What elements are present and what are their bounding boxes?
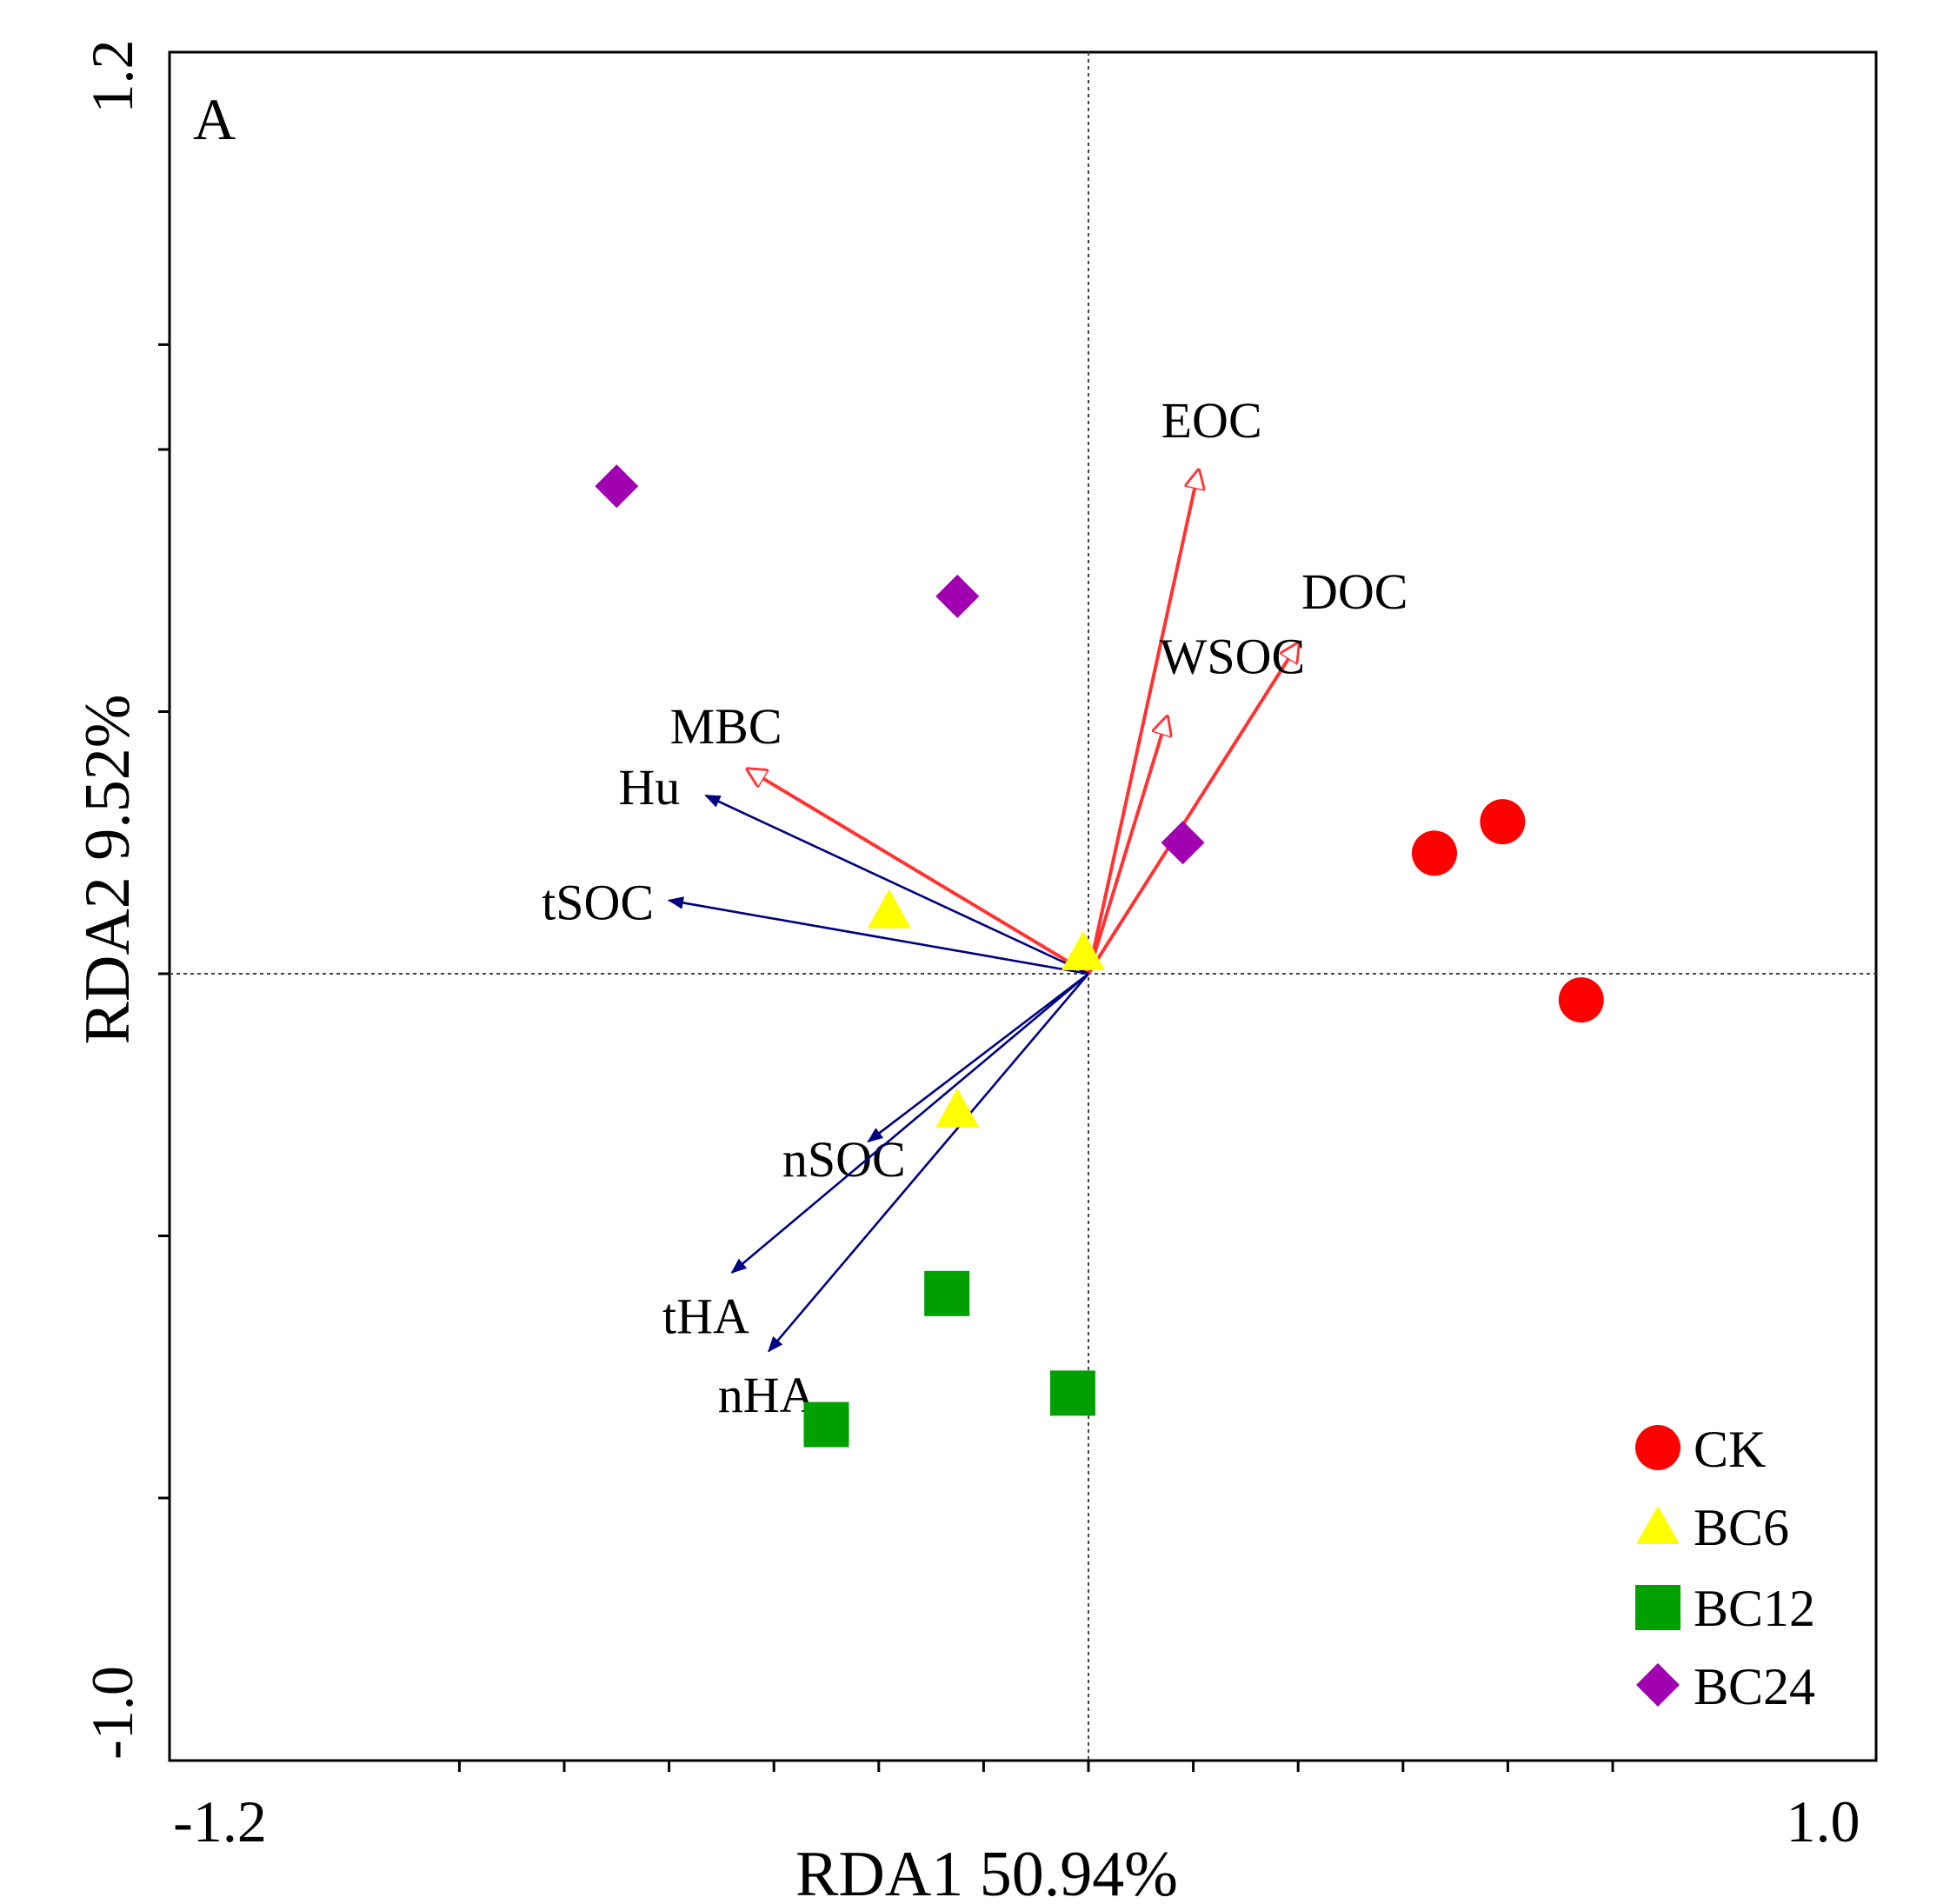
vector-label-wsoc: WSOC bbox=[1160, 629, 1306, 685]
vector-label-tsoc: tSOC bbox=[542, 875, 654, 931]
point-ck-1 bbox=[1480, 799, 1526, 845]
vector-hu bbox=[704, 794, 1089, 975]
vector-label-doc: DOC bbox=[1301, 563, 1408, 620]
x-axis-title: RDA1 50.94% bbox=[795, 1839, 1178, 1904]
point-bc6-2 bbox=[935, 1088, 980, 1128]
vector-doc bbox=[1087, 643, 1298, 975]
legend-bc12-label: BC12 bbox=[1694, 1580, 1815, 1637]
point-bc24-1 bbox=[935, 574, 980, 618]
vector-label-tha: tHA bbox=[662, 1288, 749, 1345]
point-bc24-2 bbox=[1161, 821, 1205, 865]
x-axis-ticks bbox=[457, 1761, 1614, 1772]
legend: CK BC6 BC12 BC24 bbox=[1635, 1421, 1815, 1715]
point-bc12-2 bbox=[803, 1401, 849, 1448]
point-bc24-0 bbox=[595, 464, 639, 509]
sample-points bbox=[595, 464, 1604, 1448]
legend-bc24-marker bbox=[1636, 1663, 1680, 1707]
point-bc6-0 bbox=[867, 889, 911, 929]
vector-wsoc bbox=[1087, 717, 1167, 975]
y-axis-title: RDA2 9.52% bbox=[72, 695, 143, 1045]
panel-label: A bbox=[193, 86, 236, 152]
point-bc12-0 bbox=[924, 1270, 970, 1316]
y-tick-label-min: -1.0 bbox=[79, 1666, 145, 1760]
y-tick-label-max: 1.2 bbox=[79, 40, 145, 114]
x-tick-label-max: 1.0 bbox=[1787, 1788, 1860, 1854]
vector-label-nha: nHA bbox=[718, 1367, 816, 1423]
vector-label-mbc: MBC bbox=[670, 698, 782, 755]
legend-bc24-label: BC24 bbox=[1694, 1658, 1815, 1715]
point-bc12-1 bbox=[1049, 1370, 1095, 1416]
legend-ck-label: CK bbox=[1694, 1421, 1766, 1478]
legend-bc12-marker bbox=[1635, 1585, 1680, 1630]
point-ck-2 bbox=[1558, 977, 1604, 1023]
legend-bc6-marker bbox=[1636, 1506, 1680, 1544]
vector-mbc bbox=[748, 769, 1090, 975]
point-bc6-1 bbox=[1061, 930, 1105, 970]
x-tick-label-min: -1.2 bbox=[173, 1788, 267, 1854]
vector-label-eoc: EOC bbox=[1161, 392, 1262, 449]
legend-bc6-label: BC6 bbox=[1694, 1499, 1789, 1556]
plot-frame bbox=[168, 50, 1878, 1762]
vector-nsoc bbox=[867, 972, 1089, 1143]
vector-tha bbox=[730, 973, 1089, 1274]
vector-nha bbox=[767, 973, 1089, 1353]
point-ck-0 bbox=[1411, 830, 1457, 876]
vector-eoc bbox=[1087, 470, 1199, 975]
vector-label-hu: Hu bbox=[618, 759, 680, 816]
legend-ck-marker bbox=[1635, 1425, 1680, 1470]
vector-tsoc bbox=[667, 896, 1089, 975]
y-axis-ticks bbox=[158, 343, 170, 1500]
